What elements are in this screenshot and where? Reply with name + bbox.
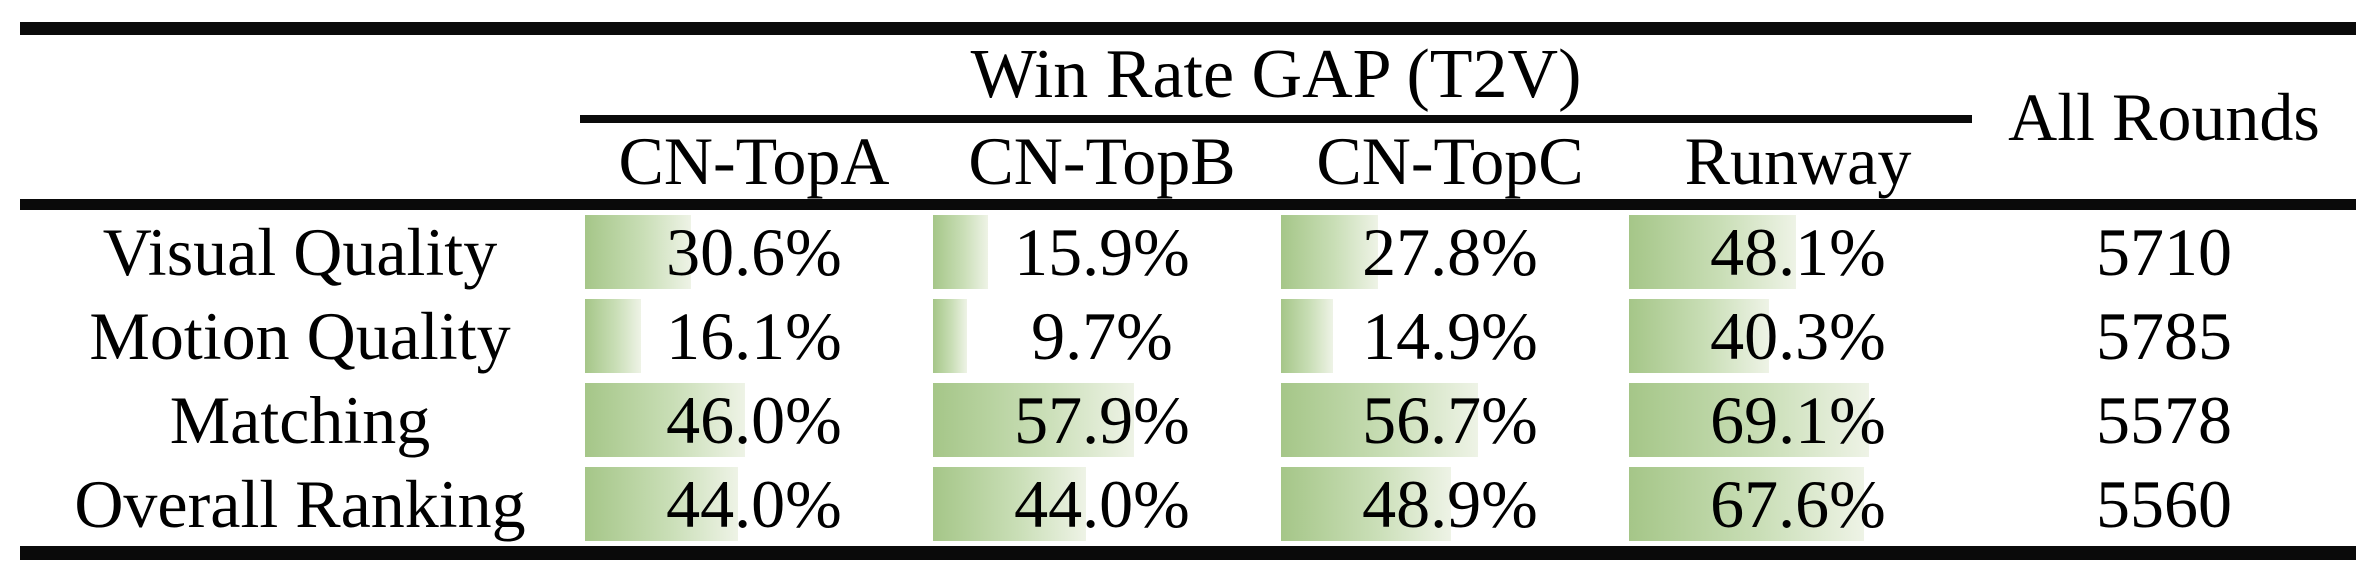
all-rounds-value: 5560 (2096, 466, 2232, 542)
win-rate-value: 69.1% (1710, 382, 1886, 458)
table-row-motion-quality: Motion Quality 16.1% 9.7% 14.9% 40.3% 57… (20, 294, 2356, 378)
win-rate-value: 57.9% (1014, 382, 1190, 458)
win-rate-value: 27.8% (1362, 214, 1538, 290)
column-header-all-rounds: All Rounds (2008, 79, 2320, 155)
row-label: Matching (169, 382, 431, 458)
win-rate-cell: 69.1% (1624, 378, 1972, 462)
row-label: Motion Quality (89, 298, 511, 374)
win-rate-gap-title: Win Rate GAP (T2V) (970, 36, 1582, 113)
win-rate-cell: 27.8% (1276, 210, 1624, 294)
all-rounds-value: 5578 (2096, 382, 2232, 458)
win-rate-bar (585, 299, 642, 373)
win-rate-bar (585, 467, 739, 541)
win-rate-cell: 44.0% (928, 462, 1276, 546)
win-rate-value: 56.7% (1362, 382, 1538, 458)
win-rate-bar (1281, 467, 1452, 541)
win-rate-value: 44.0% (1014, 466, 1190, 542)
win-rate-cell: 15.9% (928, 210, 1276, 294)
win-rate-value: 15.9% (1014, 214, 1190, 290)
win-rate-cell: 40.3% (1624, 294, 1972, 378)
win-rate-bar (933, 467, 1087, 541)
win-rate-value: 16.1% (666, 298, 842, 374)
win-rate-bar (933, 299, 967, 373)
win-rate-value: 46.0% (666, 382, 842, 458)
win-rate-cell: 44.0% (580, 462, 928, 546)
win-rate-value: 48.9% (1362, 466, 1538, 542)
win-rate-value: 40.3% (1710, 298, 1886, 374)
column-header-cn-topc: CN-TopC (1316, 123, 1584, 199)
column-header-cn-topb: CN-TopB (968, 123, 1236, 199)
row-label: Visual Quality (102, 214, 498, 290)
win-rate-bar (933, 383, 1135, 457)
win-rate-cell: 14.9% (1276, 294, 1624, 378)
win-rate-bar (1281, 383, 1479, 457)
win-rate-cell: 67.6% (1624, 462, 1972, 546)
win-rate-value: 30.6% (666, 214, 842, 290)
row-label: Overall Ranking (74, 466, 526, 542)
win-rate-value: 9.7% (1031, 298, 1173, 374)
win-rate-bar (585, 383, 746, 457)
win-rate-gap-underline (580, 115, 1972, 123)
win-rate-cell: 57.9% (928, 378, 1276, 462)
column-header-cn-topa: CN-TopA (618, 123, 890, 199)
win-rate-bar (1629, 215, 1797, 289)
win-rate-bar (1281, 215, 1378, 289)
table-row-visual-quality: Visual Quality 30.6% 15.9% 27.8% 48.1% 5… (20, 210, 2356, 294)
win-rate-cell: 56.7% (1276, 378, 1624, 462)
all-rounds-value: 5710 (2096, 214, 2232, 290)
win-rate-bar (1281, 299, 1333, 373)
win-rate-value: 14.9% (1362, 298, 1538, 374)
win-rate-bar (1629, 383, 1870, 457)
win-rate-bar (1629, 467, 1865, 541)
header-separator-rule (20, 199, 2356, 210)
table-header: Win Rate GAP (T2V) CN-TopA CN-TopB CN-To… (20, 35, 2356, 199)
column-subheaders: CN-TopA CN-TopB CN-TopC Runway (580, 123, 1972, 199)
win-rate-cell: 46.0% (580, 378, 928, 462)
column-header-runway: Runway (1684, 123, 1912, 199)
win-rate-cell: 9.7% (928, 294, 1276, 378)
win-rate-cell: 48.9% (1276, 462, 1624, 546)
win-rate-value: 44.0% (666, 466, 842, 542)
win-rate-cell: 30.6% (580, 210, 928, 294)
win-rate-value: 67.6% (1710, 466, 1886, 542)
table-bottom-rule (20, 546, 2356, 560)
all-rounds-value: 5785 (2096, 298, 2232, 374)
win-rate-gap-group: Win Rate GAP (T2V) CN-TopA CN-TopB CN-To… (580, 35, 1972, 199)
table-row-matching: Matching 46.0% 57.9% 56.7% 69.1% 5578 (20, 378, 2356, 462)
table-top-rule (20, 22, 2356, 35)
win-rate-bar (933, 215, 989, 289)
table-row-overall-ranking: Overall Ranking 44.0% 44.0% 48.9% 67.6% … (20, 462, 2356, 546)
win-rate-value: 48.1% (1710, 214, 1886, 290)
win-rate-cell: 48.1% (1624, 210, 1972, 294)
win-rate-bar (585, 215, 692, 289)
header-corner-spacer (20, 35, 580, 199)
win-rate-bar (1629, 299, 1770, 373)
win-rate-cell: 16.1% (580, 294, 928, 378)
table-body: Visual Quality 30.6% 15.9% 27.8% 48.1% 5… (20, 210, 2356, 546)
